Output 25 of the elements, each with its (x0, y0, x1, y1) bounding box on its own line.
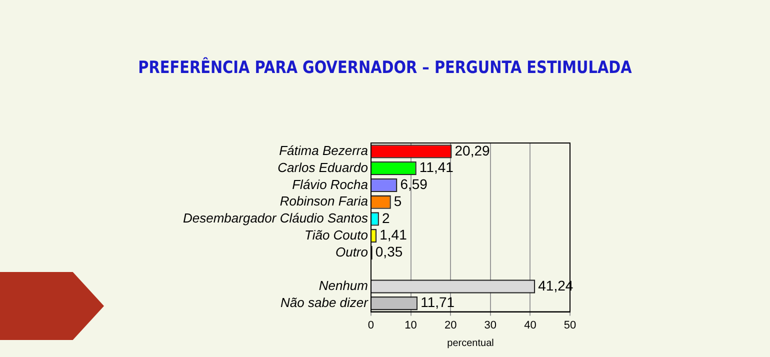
data-label: 5 (394, 192, 402, 209)
data-label: 20,29 (454, 142, 490, 158)
y-tick-label: Carlos Eduardo (278, 160, 368, 175)
y-tick-label: Nenhum (318, 278, 368, 294)
y-tick-label: Flávio Rocha (292, 176, 368, 192)
x-tick-label: 20 (444, 319, 457, 332)
y-tick-label: Desembargador Cláudio Santos (182, 210, 368, 226)
x-tick-label: 40 (524, 319, 536, 332)
y-tick-label: Robinson Faria (280, 194, 368, 209)
chart-title: PREFERÊNCIA PARA GOVERNADOR – PERGUNTA ESTIMULADA (137, 58, 633, 78)
x-axis-title: percentual (447, 338, 494, 349)
y-tick-label: Tião Couto (304, 227, 368, 242)
y-tick-label: Outro (335, 244, 368, 260)
x-tick-label: 10 (404, 319, 417, 332)
x-tick-label: 30 (484, 319, 497, 332)
data-label: 11,71 (420, 294, 455, 310)
data-label: 1,41 (380, 226, 408, 243)
data-label: 0,35 (375, 244, 403, 260)
x-tick-label: 0 (368, 319, 374, 332)
data-label: 6,59 (400, 176, 428, 192)
y-tick-label: Não sabe dizer (280, 294, 369, 310)
data-label: 11,41 (419, 159, 454, 176)
x-tick-label: 50 (564, 319, 576, 332)
data-label: 2 (382, 210, 390, 226)
y-tick-label: Fátima Bezerra (279, 143, 368, 158)
